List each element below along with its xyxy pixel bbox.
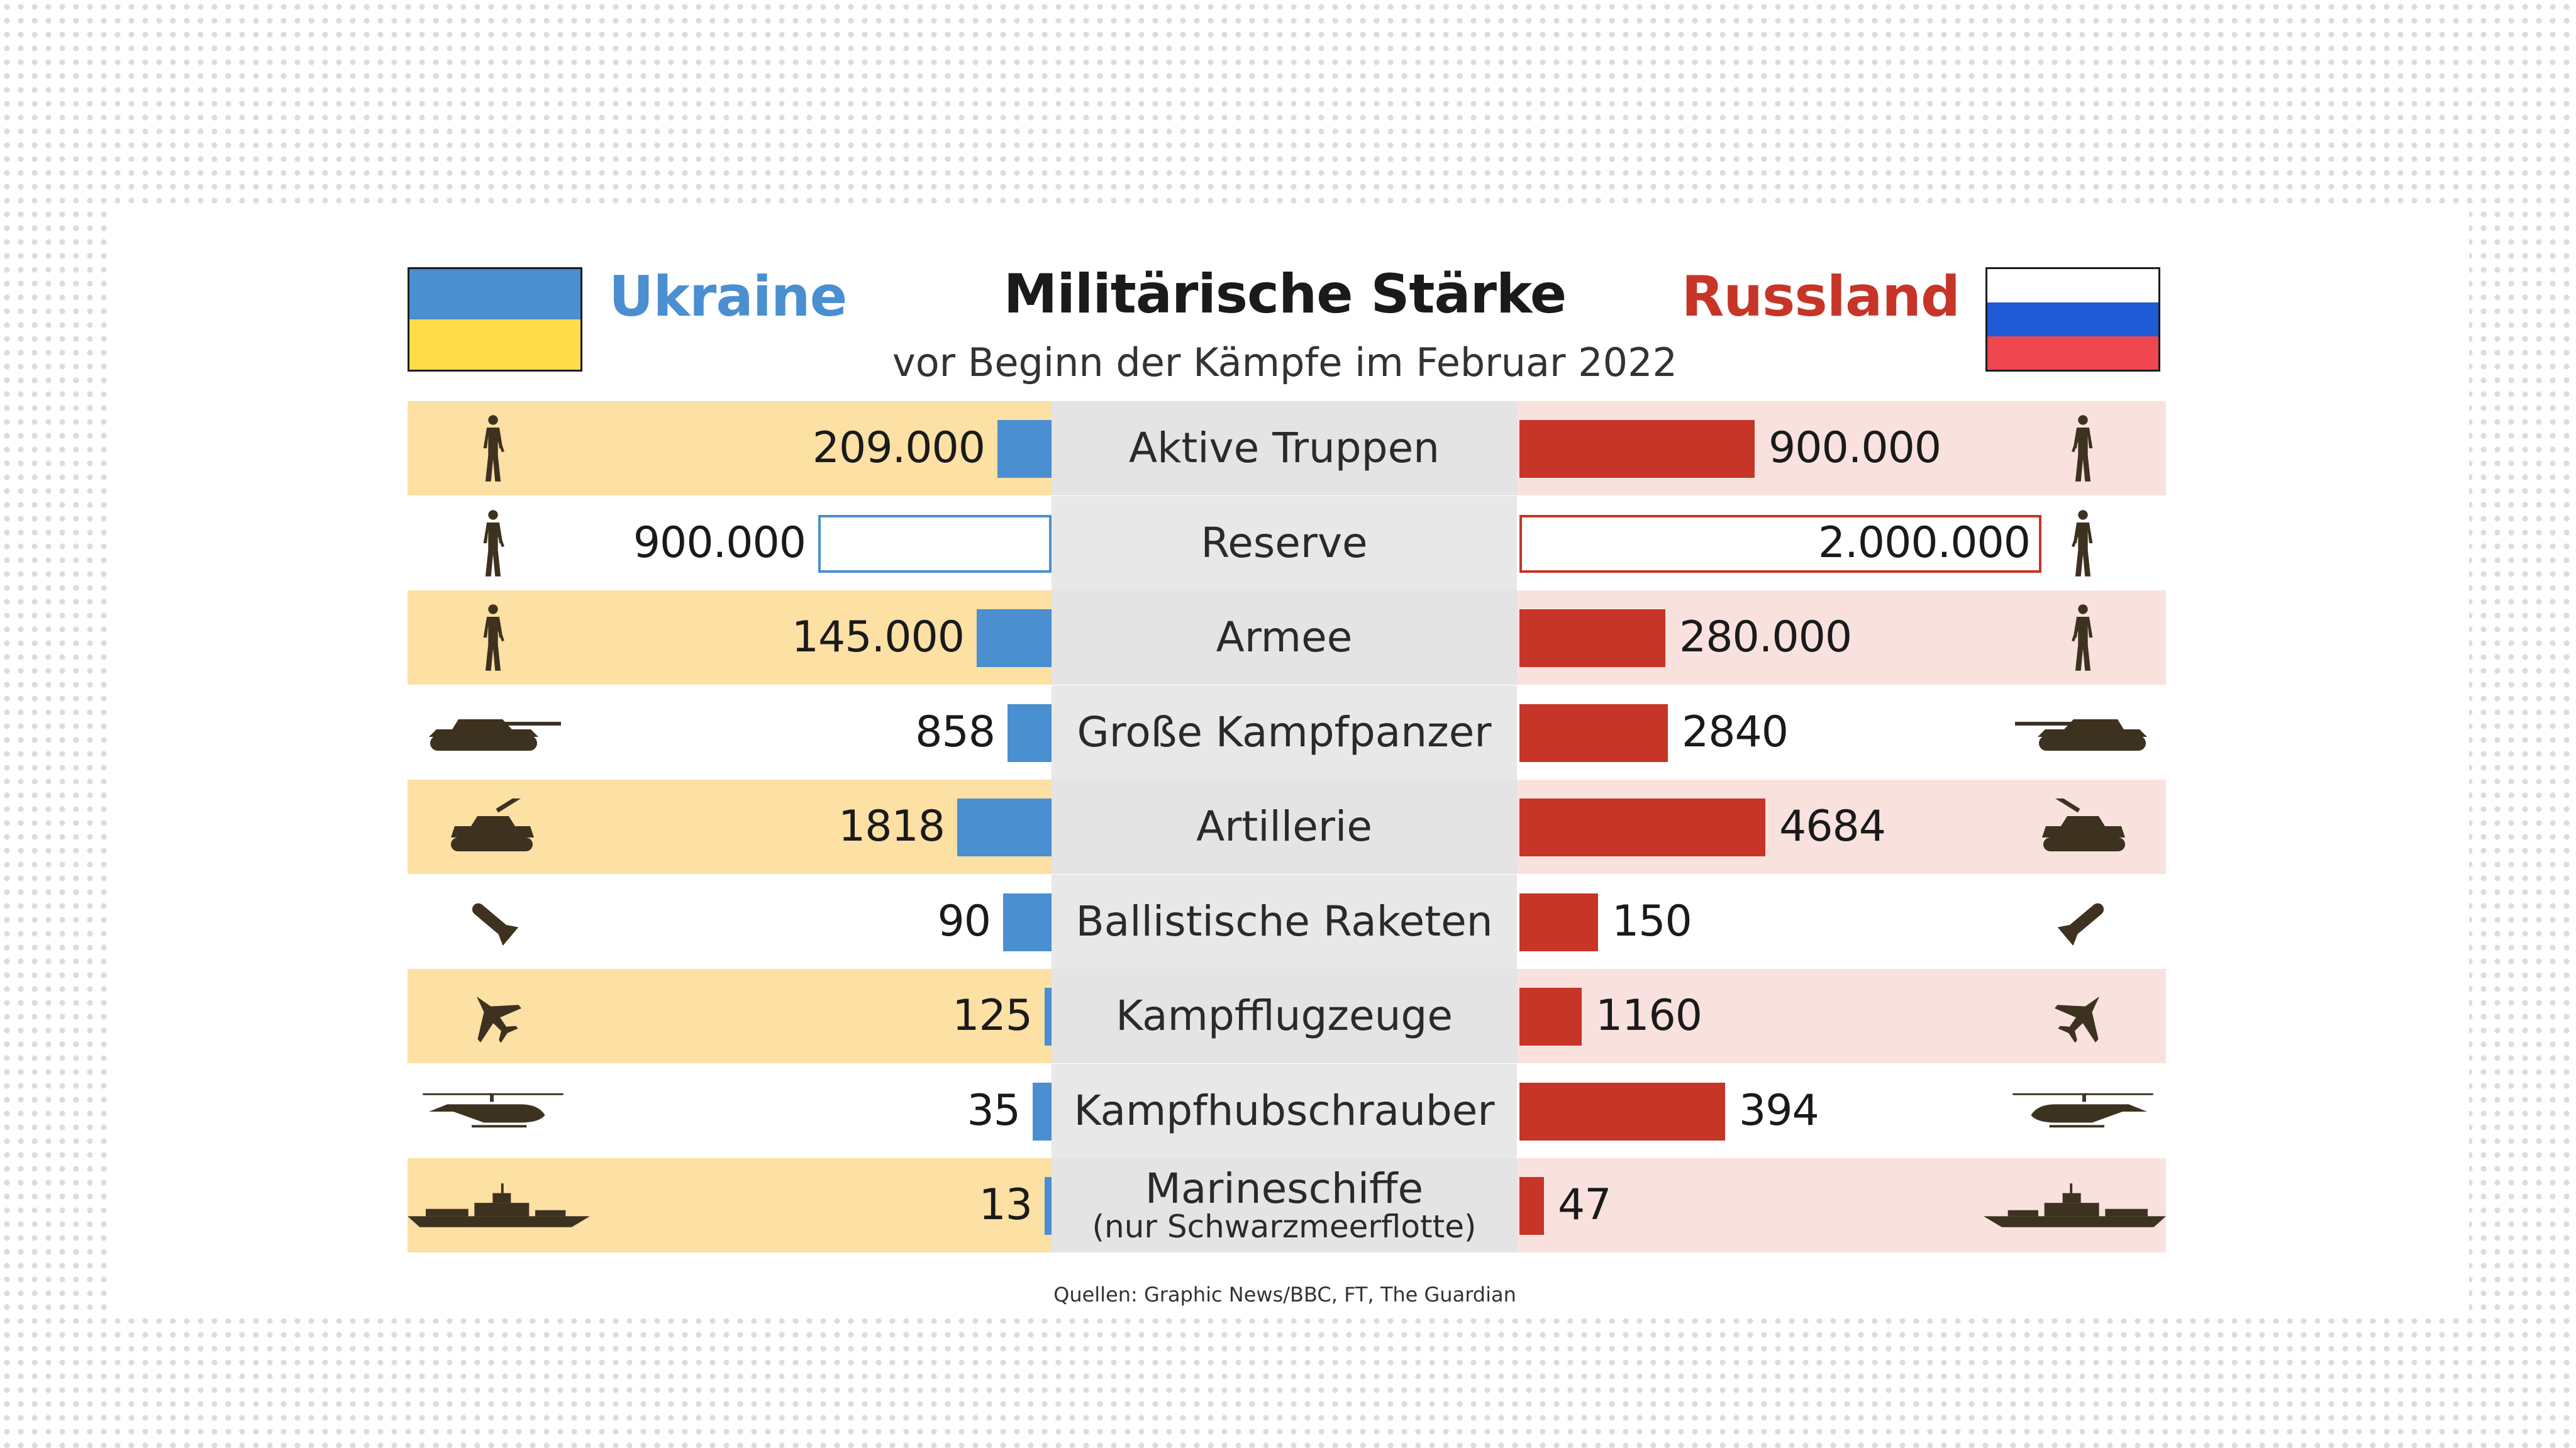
ukraine-bar xyxy=(818,514,1052,573)
fighter-jet-icon xyxy=(2050,969,2116,1063)
missile-icon xyxy=(2053,875,2113,969)
soldier-icon xyxy=(479,496,507,590)
category-name: Aktive Truppen xyxy=(1128,424,1440,473)
ukraine-value-label: 13 xyxy=(979,1180,1033,1230)
helicopter-icon xyxy=(2012,1064,2154,1158)
category-label: Reserve xyxy=(1052,496,1517,590)
ukraine-bar xyxy=(1003,893,1052,951)
tank-icon xyxy=(2014,685,2152,780)
fighter-jet-icon xyxy=(460,969,526,1063)
category-name: Große Kampfpanzer xyxy=(1077,707,1492,756)
helicopter-icon xyxy=(422,1064,564,1158)
ukraine-bar xyxy=(997,420,1052,478)
russia-flag-icon xyxy=(1985,267,2160,372)
ukraine-bar xyxy=(1045,1177,1052,1235)
category-label: Marineschiffe (nur Schwarzmeerflotte) xyxy=(1052,1158,1517,1252)
russia-bar xyxy=(1519,1177,1544,1235)
category-name: Marineschiffe xyxy=(1145,1164,1424,1213)
category-label: Kampfhubschrauber xyxy=(1052,1064,1517,1158)
category-name: Kampfhubschrauber xyxy=(1074,1086,1495,1135)
ukraine-value-label: 125 xyxy=(952,991,1033,1041)
chart-row: Kampfhubschrauber 35 394 xyxy=(408,1063,2166,1158)
chart-row: Kampfflugzeuge 125 1160 xyxy=(408,969,2166,1063)
chart-row: Aktive Truppen 209.000 900.000 xyxy=(408,401,2166,495)
russia-bar xyxy=(1519,988,1582,1046)
ukraine-value-label: 145.000 xyxy=(791,612,965,662)
category-label: Große Kampfpanzer xyxy=(1052,685,1517,780)
russia-value-label: 2840 xyxy=(1682,707,1789,757)
chart-row: Artillerie 1818 4684 xyxy=(408,780,2166,874)
ukraine-bar xyxy=(1045,988,1052,1046)
category-label: Kampfflugzeuge xyxy=(1052,969,1517,1063)
artillery-icon xyxy=(446,780,540,874)
category-label: Aktive Truppen xyxy=(1052,401,1517,495)
russia-bar xyxy=(1519,799,1765,856)
category-label: Armee xyxy=(1052,590,1517,685)
russia-value-label: 394 xyxy=(1739,1085,1819,1136)
chart-row: Ballistische Raketen 90 150 xyxy=(408,874,2166,969)
soldier-icon xyxy=(2069,401,2097,495)
category-label: Artillerie xyxy=(1052,780,1517,874)
russia-value-label: 47 xyxy=(1558,1180,1612,1230)
ukraine-value-label: 35 xyxy=(967,1085,1021,1136)
artillery-icon xyxy=(2036,780,2130,874)
chart-row: Große Kampfpanzer 858 2840 xyxy=(408,685,2166,780)
russia-value-label: 280.000 xyxy=(1679,612,1852,662)
ukraine-bar xyxy=(977,609,1052,667)
russia-bar xyxy=(1519,514,2041,573)
chart-title: Militärische Stärke xyxy=(1003,263,1567,326)
category-name: Armee xyxy=(1216,613,1353,662)
soldier-icon xyxy=(2069,496,2097,590)
chart-row: Reserve 900.000 2.000.000 xyxy=(408,495,2166,590)
category-name: Reserve xyxy=(1201,518,1368,567)
russia-value-label: 150 xyxy=(1612,896,1692,946)
missile-icon xyxy=(463,875,523,969)
soldier-icon xyxy=(479,590,507,685)
russia-value-label: 4684 xyxy=(1779,802,1886,851)
ukraine-bar xyxy=(957,799,1052,856)
warship-icon xyxy=(408,1158,590,1252)
tank-icon xyxy=(424,685,562,780)
soldier-icon xyxy=(479,401,507,495)
soldier-icon xyxy=(2069,590,2097,685)
russia-value-label: 900.000 xyxy=(1768,423,1941,473)
russia-bar xyxy=(1519,420,1755,478)
ukraine-label: Ukraine xyxy=(609,264,847,329)
ukraine-value-label: 90 xyxy=(937,896,991,946)
category-label: Ballistische Raketen xyxy=(1052,875,1517,969)
warship-icon xyxy=(1984,1158,2166,1252)
source-note: Quellen: Graphic News/BBC, FT, The Guard… xyxy=(1053,1283,1516,1307)
ukraine-bar xyxy=(1033,1082,1052,1141)
ukraine-value-label: 858 xyxy=(915,707,996,757)
russia-value-label: 1160 xyxy=(1596,991,1702,1041)
chart-subtitle: vor Beginn der Kämpfe im Februar 2022 xyxy=(892,340,1677,385)
chart-row: Marineschiffe (nur Schwarzmeerflotte) 13 47 xyxy=(408,1158,2166,1252)
russia-label: Russland xyxy=(1681,264,1960,329)
category-name: Artillerie xyxy=(1196,802,1372,851)
ukraine-value-label: 900.000 xyxy=(633,517,806,568)
russia-bar xyxy=(1519,893,1598,951)
russia-value-label: 2.000.000 xyxy=(1818,517,2031,568)
russia-bar xyxy=(1519,704,1668,762)
russia-bar xyxy=(1519,1082,1725,1141)
ukraine-flag-icon xyxy=(408,267,582,372)
category-name: Ballistische Raketen xyxy=(1075,897,1493,946)
russia-bar xyxy=(1519,609,1665,667)
category-name: Kampfflugzeuge xyxy=(1116,992,1453,1041)
ukraine-value-label: 1818 xyxy=(838,802,945,851)
ukraine-bar xyxy=(1008,704,1052,762)
category-subname: (nur Schwarzmeerflotte) xyxy=(1092,1208,1477,1246)
ukraine-value-label: 209.000 xyxy=(812,423,985,473)
chart-row: Armee 145.000 280.000 xyxy=(408,590,2166,685)
